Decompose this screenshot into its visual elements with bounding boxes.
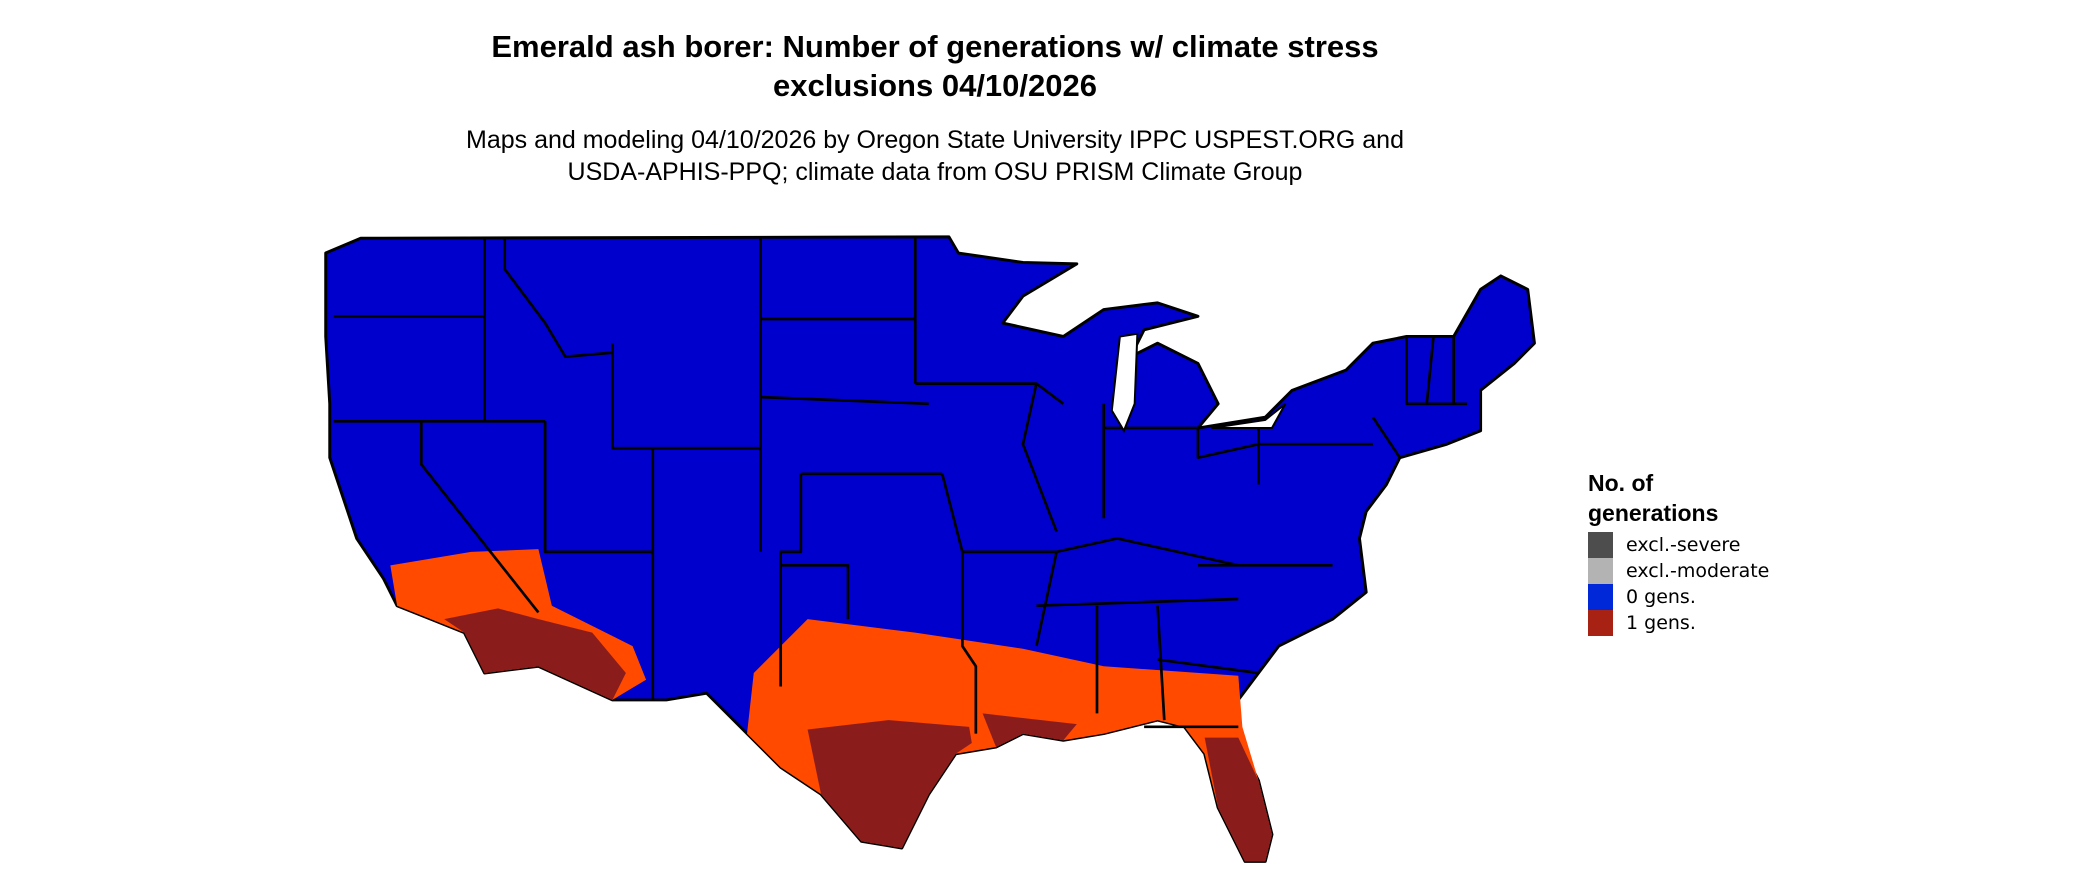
legend-swatch <box>1588 532 1613 558</box>
legend-label: excl.-severe <box>1626 534 1741 556</box>
legend: No. of generations excl.-severe excl.-mo… <box>1588 468 1769 636</box>
legend-title-line-2: generations <box>1588 500 1719 526</box>
legend-title-line-1: No. of <box>1588 470 1654 496</box>
legend-item-excl-moderate: excl.-moderate <box>1588 558 1769 584</box>
one-gens-high-southwest <box>444 608 626 700</box>
one-gens-high-texas <box>807 720 972 848</box>
title-line-2: exclusions 04/10/2026 <box>772 68 1097 103</box>
legend-item-1-gens: 1 gens. <box>1588 610 1769 636</box>
legend-swatch <box>1588 558 1613 584</box>
legend-item-0-gens: 0 gens. <box>1588 584 1769 610</box>
state-borders <box>333 238 1468 734</box>
legend-label: excl.-moderate <box>1626 560 1770 582</box>
title-line-1: Emerald ash borer: Number of generations… <box>491 29 1379 64</box>
legend-swatch <box>1588 610 1613 636</box>
legend-label: 0 gens. <box>1626 586 1696 608</box>
subtitle-line-1: Maps and modeling 04/10/2026 by Oregon S… <box>466 126 1404 154</box>
one-gens-high-florida <box>1204 737 1272 862</box>
subtitle-line-2: USDA-APHIS-PPQ; climate data from OSU PR… <box>567 158 1303 186</box>
legend-swatch <box>1588 584 1613 610</box>
legend-label: 1 gens. <box>1626 612 1696 634</box>
great-lakes <box>1110 332 1287 433</box>
legend-item-excl-severe: excl.-severe <box>1588 532 1769 558</box>
